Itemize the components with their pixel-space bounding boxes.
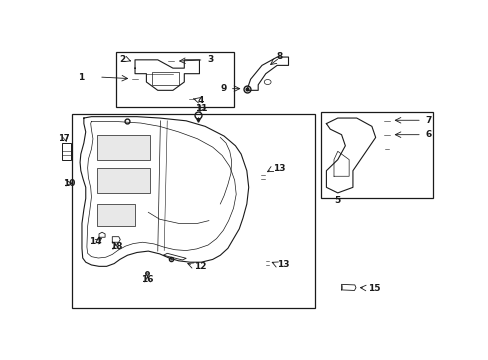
Bar [97, 204, 135, 226]
Text: 5: 5 [334, 196, 340, 205]
Bar [72, 114, 314, 308]
Bar [189, 97, 194, 100]
Text: 7: 7 [425, 116, 431, 125]
Bar [97, 168, 150, 193]
Text: 11: 11 [195, 104, 207, 113]
Text: 12: 12 [194, 262, 206, 271]
Bar [152, 72, 178, 85]
Text: 16: 16 [141, 275, 153, 284]
Text: 17: 17 [58, 134, 70, 143]
Bar [263, 261, 272, 265]
Text: 8: 8 [276, 52, 282, 61]
Text: 13: 13 [277, 261, 289, 269]
Bar [384, 147, 388, 151]
Text: 9: 9 [220, 84, 226, 93]
Bar [116, 51, 233, 107]
Bar [384, 133, 389, 138]
Text: 13: 13 [272, 164, 285, 173]
Text: 18: 18 [110, 242, 122, 251]
Bar [62, 143, 70, 159]
Bar [320, 112, 432, 198]
Text: 3: 3 [206, 55, 213, 64]
Text: 4: 4 [197, 95, 203, 104]
Bar [258, 175, 267, 179]
Text: 14: 14 [89, 237, 102, 246]
Text: 1: 1 [78, 72, 84, 81]
Text: 2: 2 [119, 55, 125, 64]
Bar [384, 119, 389, 123]
Text: 15: 15 [367, 284, 380, 293]
Bar [97, 135, 150, 159]
Bar [168, 59, 173, 63]
Bar [132, 77, 138, 81]
Text: 10: 10 [62, 179, 75, 188]
Text: 6: 6 [425, 130, 431, 139]
